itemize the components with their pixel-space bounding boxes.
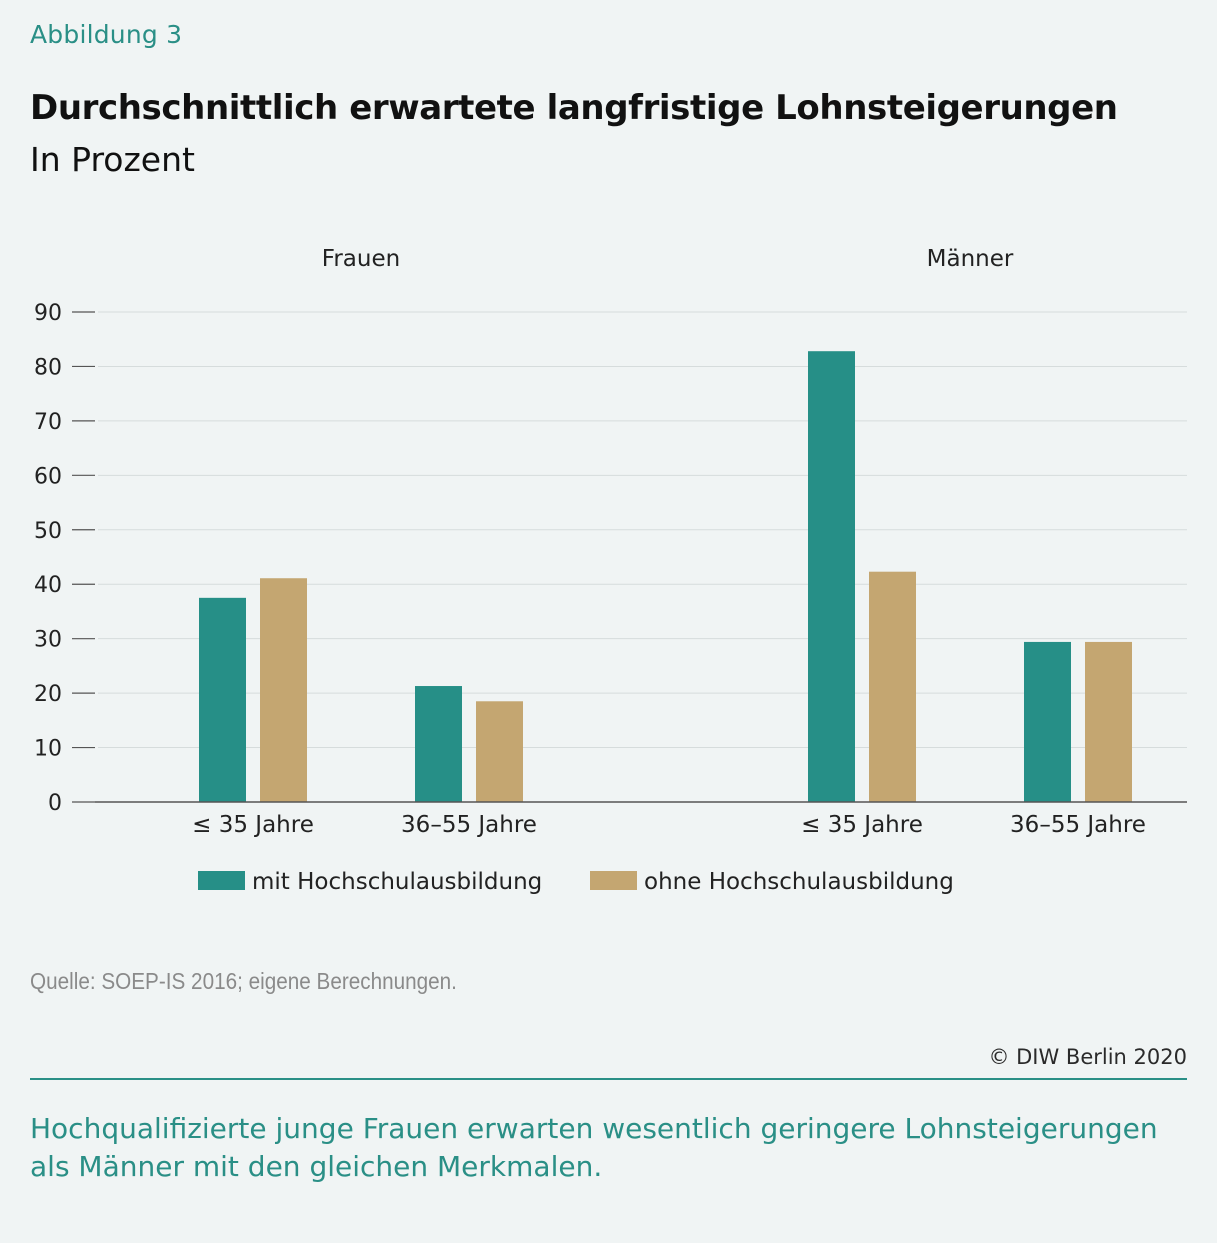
divider — [30, 1078, 1187, 1080]
bar-mit-2 — [808, 351, 855, 802]
y-tick-label: 70 — [34, 410, 62, 435]
bar-chart: 0 10 20 30 40 50 60 70 80 90 ≤ 35 Jahre 36–55 Jahre… — [34, 246, 1187, 895]
y-tick-label: 10 — [34, 737, 62, 762]
figure-label: Abbildung 3 — [30, 20, 183, 49]
caption-text: Hochqualifizierte junge Frauen erwarten … — [30, 1112, 1158, 1183]
legend-swatch-ohne — [590, 871, 637, 890]
x-tick-label: 36–55 Jahre — [1010, 812, 1146, 838]
y-tick-label: 60 — [34, 464, 62, 489]
bar-mit-3 — [1024, 641, 1071, 802]
y-tick-label: 50 — [34, 519, 62, 544]
chart-title: Durchschnittlich erwartete langfristige … — [30, 88, 1118, 128]
y-tick-label: 20 — [34, 682, 62, 707]
y-tick-label: 0 — [48, 791, 62, 816]
panel-label: Männer — [927, 246, 1014, 272]
x-tick-label: ≤ 35 Jahre — [192, 812, 314, 838]
y-tick-label: 30 — [34, 628, 62, 653]
bar-mit-0 — [199, 597, 246, 802]
copyright: © DIW Berlin 2020 — [988, 1045, 1187, 1069]
bar-ohne-2 — [869, 571, 916, 802]
x-tick-label: ≤ 35 Jahre — [801, 812, 923, 838]
chart-subtitle: In Prozent — [30, 140, 195, 179]
y-tick-label: 40 — [34, 573, 62, 598]
bar-ohne-1 — [476, 701, 523, 802]
y-tick-label: 80 — [34, 355, 62, 380]
bar-ohne-3 — [1085, 641, 1132, 802]
bar-mit-1 — [415, 686, 462, 802]
legend-label: ohne Hochschulausbildung — [644, 869, 954, 895]
x-tick-label: 36–55 Jahre — [401, 812, 537, 838]
legend-label: mit Hochschulausbildung — [252, 869, 542, 895]
y-tick-label: 90 — [34, 301, 62, 326]
panel-label: Frauen — [322, 246, 400, 272]
legend-swatch-mit — [198, 871, 245, 890]
bar-ohne-0 — [260, 578, 307, 802]
source-note: Quelle: SOEP-IS 2016; eigene Berechnunge… — [30, 968, 457, 994]
